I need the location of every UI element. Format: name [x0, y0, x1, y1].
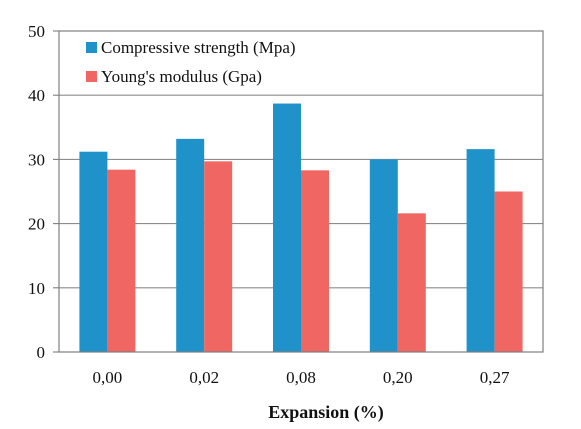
- legend-label: Young's modulus (Gpa): [101, 67, 262, 86]
- y-tick-label: 20: [28, 215, 45, 234]
- bar: [397, 213, 426, 352]
- x-tick-label: 0,20: [383, 368, 413, 387]
- y-tick-label: 50: [28, 22, 45, 41]
- y-tick-label: 0: [37, 343, 46, 362]
- x-tick-label: 0,02: [189, 368, 219, 387]
- legend-swatch: [86, 42, 97, 53]
- bar: [301, 170, 329, 352]
- y-tick-label: 40: [28, 86, 45, 105]
- x-axis-title: Expansion (%): [268, 402, 384, 423]
- legend: Compressive strength (Mpa) Young's modulu…: [86, 38, 296, 86]
- x-tick-labels: 0,00 0,02 0,08 0,20 0,27: [93, 368, 510, 387]
- bar: [494, 191, 523, 352]
- legend-label: Compressive strength (Mpa): [101, 38, 296, 57]
- bar: [273, 103, 301, 353]
- bar: [369, 159, 398, 352]
- y-tick-labels: 0 10 20 30 40 50: [28, 22, 59, 362]
- bars: [79, 103, 523, 353]
- y-tick-label: 10: [28, 279, 45, 298]
- bar: [466, 149, 495, 352]
- legend-swatch: [86, 71, 97, 82]
- bar: [79, 151, 108, 352]
- y-tick-label: 30: [28, 150, 45, 169]
- x-tick-label: 0,27: [480, 368, 510, 387]
- bar: [176, 138, 205, 352]
- plot-frame: [58, 30, 544, 353]
- bar: [204, 161, 233, 352]
- x-tick-label: 0,08: [286, 368, 316, 387]
- bar: [107, 169, 136, 352]
- x-tick-label: 0,00: [93, 368, 123, 387]
